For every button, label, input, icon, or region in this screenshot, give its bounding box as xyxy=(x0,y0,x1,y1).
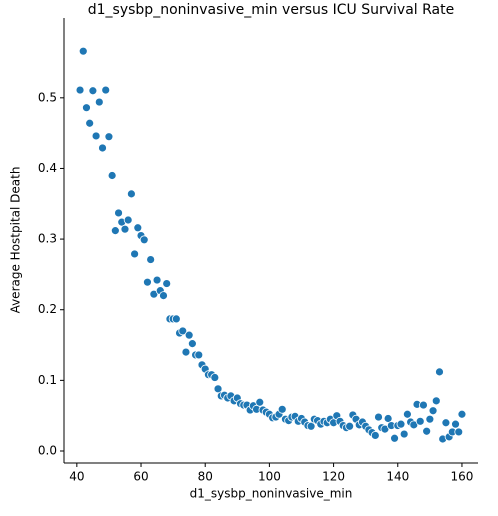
y-tick-label: 0.3 xyxy=(38,232,57,246)
scatter-point xyxy=(98,143,107,153)
scatter-point xyxy=(171,314,181,324)
scatter-point xyxy=(143,277,152,287)
scatter-point xyxy=(91,131,101,141)
x-tick-label: 60 xyxy=(133,470,148,484)
x-axis-label: d1_sysbp_noninvasive_min xyxy=(190,487,353,501)
scatter-point xyxy=(396,419,406,429)
scatter-point xyxy=(114,208,123,218)
y-tick-label: 0.1 xyxy=(38,373,57,387)
chart-title: d1_sysbp_noninvasive_min versus ICU Surv… xyxy=(88,2,454,18)
x-tick-label: 160 xyxy=(451,470,474,484)
scatter-point xyxy=(107,171,117,180)
scatter-point xyxy=(75,85,85,95)
scatter-point xyxy=(457,409,467,419)
scatter-point xyxy=(213,384,223,394)
scatter-point xyxy=(415,416,425,426)
scatter-point xyxy=(194,350,204,360)
y-tick-label: 0.4 xyxy=(38,161,57,175)
scatter-point xyxy=(187,339,197,349)
scatter-point xyxy=(110,226,120,236)
scatter-point xyxy=(123,215,133,225)
scatter-point xyxy=(152,275,162,285)
scatter-point xyxy=(88,86,98,96)
scatter-point xyxy=(374,412,383,422)
scatter-point xyxy=(255,397,265,407)
y-tick-label: 0.2 xyxy=(38,302,57,316)
x-tick-label: 80 xyxy=(198,470,213,484)
scatter-point xyxy=(425,414,435,424)
scatter-point xyxy=(428,406,438,416)
scatter-point xyxy=(159,291,168,300)
scatter-point xyxy=(184,330,194,340)
scatter-point xyxy=(454,427,464,437)
x-tick-label: 140 xyxy=(386,470,409,484)
scatter-point xyxy=(402,409,412,419)
scatter-point xyxy=(441,418,451,428)
scatter-point xyxy=(422,426,432,436)
y-axis-label: Average Hostpital Death xyxy=(9,167,23,314)
scatter-point xyxy=(178,326,188,336)
scatter-point xyxy=(451,419,460,429)
scatter-point xyxy=(435,367,444,377)
scatter-point xyxy=(210,373,220,382)
scatter-point xyxy=(104,132,114,142)
scatter-point xyxy=(139,235,149,245)
x-tick-label: 120 xyxy=(322,470,345,484)
scatter-point xyxy=(94,97,104,107)
scatter-point xyxy=(85,118,95,128)
y-tick-label: 0.0 xyxy=(38,443,57,457)
x-tick-label: 40 xyxy=(69,470,84,484)
scatter-point xyxy=(130,249,140,259)
scatter-point xyxy=(82,103,91,113)
scatter-point xyxy=(181,347,191,357)
scatter-point xyxy=(120,224,130,234)
y-tick-label: 0.5 xyxy=(38,90,57,104)
x-tick-label: 100 xyxy=(258,470,281,484)
scatter-point xyxy=(162,279,172,288)
scatter-point xyxy=(345,421,355,431)
scatter-point xyxy=(383,414,393,423)
scatter-point xyxy=(101,85,111,95)
scatter-point xyxy=(390,433,399,443)
scatter-point xyxy=(277,404,287,414)
scatter-point xyxy=(306,421,316,431)
scatter-point xyxy=(133,223,143,233)
scatter-point xyxy=(399,429,409,439)
scatter-point xyxy=(78,46,88,56)
scatter-point xyxy=(126,189,136,199)
scatter-point xyxy=(431,396,441,406)
scatter-point xyxy=(370,431,380,440)
scatter-point xyxy=(419,400,428,410)
scatter-point xyxy=(146,255,156,264)
